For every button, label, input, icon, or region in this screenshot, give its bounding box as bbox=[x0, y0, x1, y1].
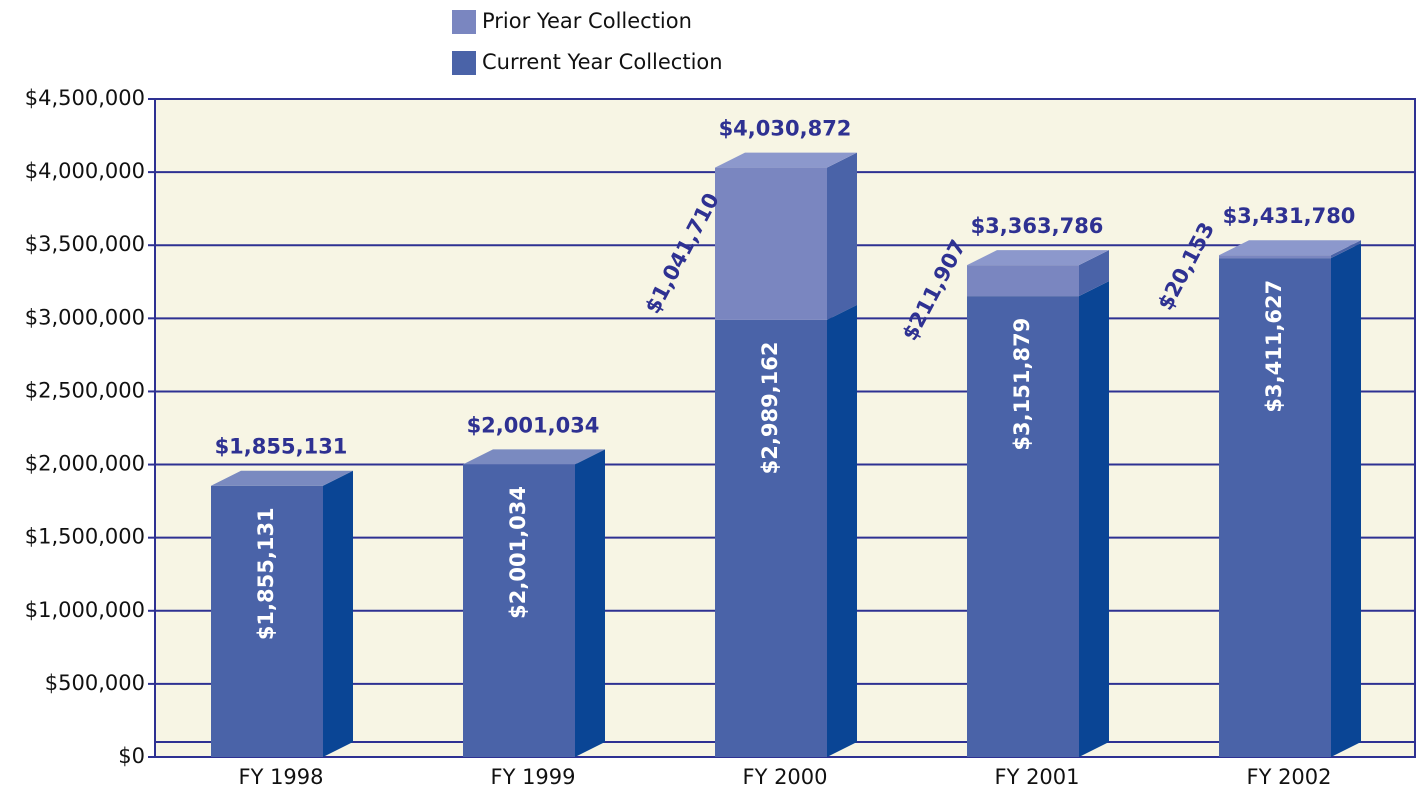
y-tick-label: $1,500,000 bbox=[25, 525, 145, 549]
x-tick-label: FY 2000 bbox=[742, 765, 827, 789]
bar-segment bbox=[715, 167, 827, 320]
x-tick-label: FY 2001 bbox=[994, 765, 1079, 789]
total-label: $2,001,034 bbox=[467, 413, 600, 437]
y-tick-label: $3,500,000 bbox=[25, 232, 145, 256]
bar-top bbox=[967, 250, 1109, 266]
legend-swatch bbox=[452, 10, 476, 34]
total-label: $4,030,872 bbox=[719, 117, 852, 141]
legend-swatch bbox=[452, 51, 476, 75]
bar-segment bbox=[715, 319, 827, 757]
x-tick-label: FY 2002 bbox=[1246, 765, 1331, 789]
bar-side bbox=[1079, 281, 1109, 757]
bar-segment bbox=[211, 485, 323, 757]
value-label: $2,989,162 bbox=[758, 341, 782, 474]
legend-label: Current Year Collection bbox=[482, 50, 723, 74]
bar-side bbox=[1331, 240, 1361, 259]
bar-side bbox=[575, 449, 605, 757]
legend-label: Prior Year Collection bbox=[482, 9, 692, 33]
y-tick-label: $0 bbox=[118, 744, 145, 768]
bar-side bbox=[1079, 250, 1109, 297]
total-label: $3,431,780 bbox=[1223, 204, 1356, 228]
x-tick-label: FY 1998 bbox=[238, 765, 323, 789]
y-tick-label: $500,000 bbox=[45, 671, 145, 695]
value-label: $3,151,879 bbox=[1010, 318, 1034, 451]
bar-top bbox=[463, 449, 605, 465]
y-tick-label: $4,000,000 bbox=[25, 159, 145, 183]
total-label: $1,855,131 bbox=[215, 435, 348, 459]
value-label: $1,855,131 bbox=[254, 507, 278, 640]
bar-top bbox=[1219, 240, 1361, 256]
bar-top bbox=[715, 152, 857, 168]
total-label: $3,363,786 bbox=[971, 214, 1104, 238]
y-tick-label: $3,000,000 bbox=[25, 305, 145, 329]
bar-segment bbox=[967, 296, 1079, 757]
value-label: $3,411,627 bbox=[1262, 280, 1286, 413]
y-tick-label: $1,000,000 bbox=[25, 598, 145, 622]
bar-segment bbox=[1219, 255, 1331, 259]
bar-top bbox=[211, 470, 353, 486]
bar-side bbox=[1331, 243, 1361, 758]
bar-segment bbox=[1219, 258, 1331, 757]
bar-segment bbox=[463, 464, 575, 757]
x-tick-label: FY 1999 bbox=[490, 765, 575, 789]
bar-side bbox=[827, 304, 857, 757]
y-tick-label: $2,500,000 bbox=[25, 378, 145, 402]
y-tick-label: $2,000,000 bbox=[25, 452, 145, 476]
y-tick-label: $4,500,000 bbox=[25, 86, 145, 110]
bar-segment bbox=[967, 265, 1079, 297]
bar-side bbox=[323, 470, 353, 757]
value-label: $2,001,034 bbox=[506, 486, 530, 619]
bar-side bbox=[827, 152, 857, 320]
